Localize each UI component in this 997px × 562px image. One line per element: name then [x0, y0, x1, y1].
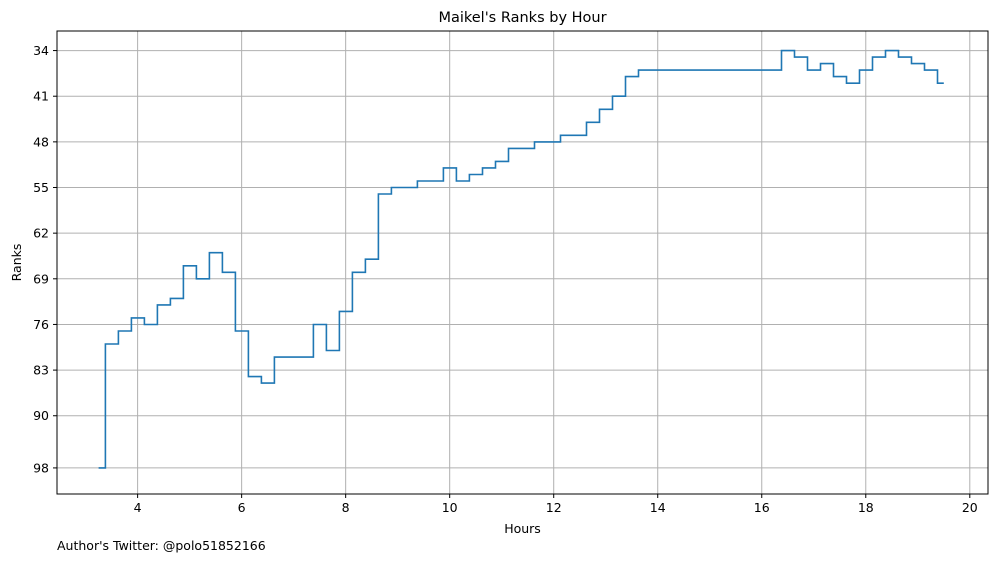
x-tick-label: 6 [238, 500, 246, 515]
x-tick-label: 8 [342, 500, 350, 515]
x-tick-label: 12 [546, 500, 562, 515]
rank-step-line [98, 49, 944, 469]
x-tick-label: 10 [442, 500, 458, 515]
chart-title: Maikel's Ranks by Hour [438, 10, 606, 26]
y-axis-label: Ranks [9, 244, 24, 282]
x-tick-label: 16 [754, 500, 770, 515]
y-tick-label: 41 [33, 89, 49, 104]
y-tick-label: 76 [33, 317, 49, 332]
y-axis: 34 41 48 55 62 69 76 83 90 98 [33, 43, 57, 475]
author-credit: Author's Twitter: @polo51852166 [57, 538, 266, 553]
grid [57, 31, 988, 494]
y-tick-label: 90 [33, 408, 49, 423]
x-tick-label: 14 [650, 500, 666, 515]
y-tick-label: 34 [33, 43, 49, 58]
y-tick-label: 48 [33, 134, 49, 149]
y-tick-label: 62 [33, 226, 49, 241]
y-tick-label: 55 [33, 180, 49, 195]
y-tick-label: 98 [33, 460, 49, 475]
y-tick-label: 69 [33, 271, 49, 286]
x-axis-label: Hours [504, 521, 541, 536]
y-tick-label: 83 [33, 363, 49, 378]
series-layer [98, 49, 944, 469]
x-tick-label: 20 [962, 500, 978, 515]
x-axis: 4 6 8 10 12 14 16 18 20 [134, 494, 978, 515]
x-tick-label: 18 [858, 500, 874, 515]
plot-frame [56, 30, 989, 495]
x-tick-label: 4 [134, 500, 142, 515]
